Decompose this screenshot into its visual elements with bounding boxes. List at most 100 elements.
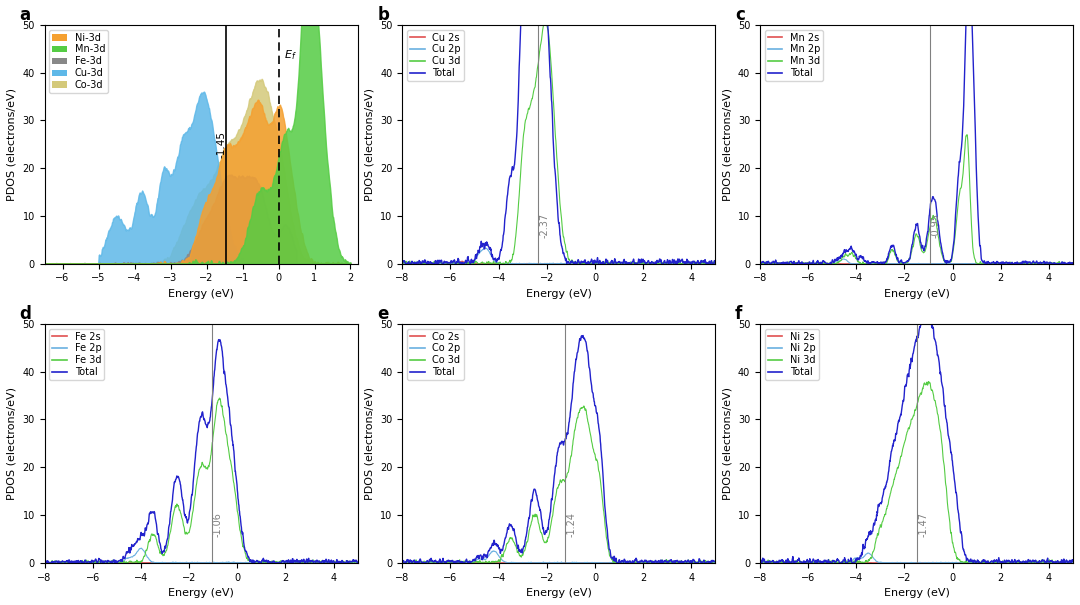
Fe 2s	[177, 559, 190, 566]
Ni 3d	[922, 378, 935, 385]
Co 2s	[523, 559, 536, 566]
Legend: Mn 2s, Mn 2p, Mn 3d, Total: Mn 2s, Mn 2p, Mn 3d, Total	[765, 30, 823, 81]
Total	[646, 259, 659, 266]
Total	[755, 559, 768, 566]
Total	[523, 515, 536, 522]
Total	[176, 496, 189, 503]
Ni 2s	[892, 559, 905, 566]
Ni 3d	[786, 559, 799, 566]
Co 3d	[611, 559, 624, 566]
Cu 3d	[708, 260, 721, 267]
Line: Mn 2s: Mn 2s	[760, 263, 1074, 264]
Ni 2p	[998, 559, 1011, 566]
Text: -1.47: -1.47	[918, 512, 929, 537]
Ni 2p	[786, 559, 799, 566]
Mn 2p	[1067, 260, 1080, 267]
Co 2p	[640, 559, 653, 566]
Total	[70, 557, 83, 564]
Legend: Ni-3d, Mn-3d, Fe-3d, Cu-3d, Co-3d: Ni-3d, Mn-3d, Fe-3d, Cu-3d, Co-3d	[50, 30, 108, 93]
Mn 2s	[998, 260, 1011, 267]
Legend: Fe 2s, Fe 2p, Fe 3d, Total: Fe 2s, Fe 2p, Fe 3d, Total	[50, 329, 105, 381]
Ni 2s	[754, 559, 767, 566]
Co 3d	[534, 528, 546, 535]
Total	[892, 257, 905, 264]
Line: Total: Total	[760, 0, 1074, 264]
Fe 3d	[351, 559, 364, 566]
Ni 2p	[880, 559, 893, 566]
Fe 2s	[165, 559, 178, 566]
Co 3d	[403, 559, 416, 566]
Co 2p	[487, 548, 500, 555]
Cu 3d	[428, 258, 441, 266]
Mn 2p	[1004, 260, 1017, 267]
Cu 2p	[523, 260, 536, 267]
Ni 3d	[880, 505, 893, 512]
Line: Cu 3d: Cu 3d	[402, 20, 715, 264]
Total	[395, 559, 408, 566]
Text: $E_f$: $E_f$	[284, 48, 297, 62]
Co 2p	[523, 559, 536, 566]
Co 2p	[646, 559, 659, 566]
Total	[213, 336, 226, 343]
Cu 2s	[708, 260, 721, 267]
Fe 2p	[165, 559, 178, 566]
Total	[754, 558, 767, 566]
Fe 2p	[38, 559, 51, 566]
Total	[708, 260, 721, 267]
Fe 3d	[283, 558, 296, 566]
Co 3d	[395, 559, 408, 566]
Mn 2s	[813, 259, 826, 266]
Cu 3d	[611, 260, 624, 267]
Ni 2s	[998, 559, 1011, 566]
Fe 3d	[213, 394, 226, 402]
Mn 3d	[754, 260, 767, 267]
Total	[998, 557, 1011, 564]
Text: e: e	[377, 305, 389, 323]
Co 2s	[395, 559, 408, 566]
Line: Mn 3d: Mn 3d	[760, 135, 1074, 264]
Mn 2s	[785, 260, 798, 267]
Text: -1.45: -1.45	[216, 131, 227, 158]
Co 2s	[428, 559, 441, 566]
Mn 3d	[880, 259, 893, 266]
Line: Cu 2s: Cu 2s	[402, 261, 715, 264]
Cu 2p	[646, 260, 659, 267]
Total	[1067, 558, 1080, 565]
Line: Total: Total	[402, 0, 715, 264]
X-axis label: Energy (eV): Energy (eV)	[168, 289, 234, 299]
Ni 3d	[998, 558, 1011, 565]
Text: -1.24: -1.24	[566, 512, 577, 537]
Fe 2p	[351, 559, 364, 566]
Cu 2p	[478, 244, 491, 252]
Fe 3d	[288, 558, 301, 565]
Co 2s	[611, 559, 624, 566]
Cu 2p	[395, 260, 408, 267]
Total	[1004, 559, 1017, 566]
Mn 2p	[880, 260, 893, 267]
Ni 3d	[762, 559, 775, 566]
Fe 2s	[41, 559, 54, 566]
Cu 2s	[646, 260, 659, 267]
Fe 3d	[254, 558, 267, 566]
Ni 2p	[892, 559, 905, 566]
Text: c: c	[734, 6, 745, 24]
Total	[534, 507, 546, 514]
Fe 2p	[176, 559, 189, 566]
Text: b: b	[377, 6, 389, 24]
Total	[640, 260, 653, 267]
Line: Ni 2p: Ni 2p	[760, 553, 1074, 563]
Mn 2s	[1003, 260, 1016, 267]
Mn 2p	[786, 260, 799, 267]
Fe 2p	[135, 544, 148, 552]
Fe 2p	[254, 559, 267, 566]
Ni 2s	[969, 559, 982, 566]
Text: -1.06: -1.06	[213, 512, 222, 537]
Ni 2s	[789, 558, 802, 566]
Mn 2p	[754, 260, 767, 267]
Total	[646, 558, 659, 565]
Y-axis label: PDOS (electrons/eV): PDOS (electrons/eV)	[723, 387, 732, 500]
Text: a: a	[19, 6, 30, 24]
Mn 3d	[998, 260, 1011, 267]
Total	[640, 559, 653, 566]
Total	[401, 260, 414, 267]
